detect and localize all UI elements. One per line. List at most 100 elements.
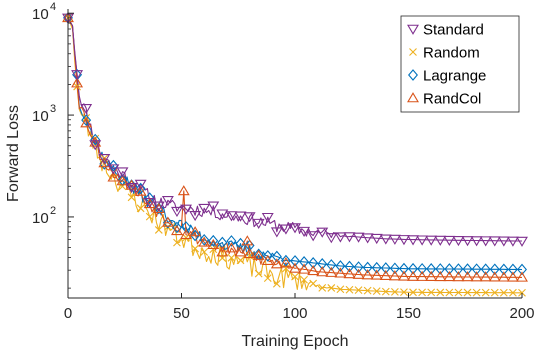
data-point-standard <box>216 209 229 220</box>
data-point-standard <box>71 70 84 81</box>
data-point-random-stroke-b <box>254 269 263 278</box>
data-point-standard <box>270 227 283 238</box>
data-point-randcol <box>177 185 190 196</box>
data-point-lagrange <box>244 239 255 252</box>
data-point-standard <box>370 233 383 245</box>
data-point-random <box>499 288 508 297</box>
data-point-random <box>118 182 127 191</box>
data-point-standard <box>352 232 365 243</box>
data-point-random-stroke-b <box>454 288 463 297</box>
data-point-standard <box>234 211 247 222</box>
data-point-randcol <box>89 136 102 147</box>
data-point-standard <box>388 234 401 245</box>
legend-label-standard: Standard <box>423 22 484 39</box>
data-point-lagrange <box>235 237 246 250</box>
data-point-standard <box>198 203 211 215</box>
data-point-random-stroke-b <box>182 233 190 242</box>
data-point-standard <box>461 236 474 247</box>
data-point-random <box>309 279 318 288</box>
data-point-standard <box>416 235 429 246</box>
data-point-random <box>427 288 436 297</box>
data-point-random-stroke-b <box>291 272 299 281</box>
x-tick-label: 50 <box>173 305 190 322</box>
data-point-lagrange <box>489 263 500 276</box>
data-point-standard <box>497 236 510 247</box>
data-point-randcol <box>216 246 229 257</box>
data-point-random <box>400 288 408 297</box>
legend: Standard Random Lagrange RandCol <box>400 15 520 113</box>
data-point-random-stroke-b <box>381 287 390 296</box>
data-point-standard <box>397 235 410 246</box>
data-point-standard <box>379 234 392 245</box>
data-point-randcol <box>270 258 283 269</box>
data-point-lagrange <box>326 259 337 271</box>
data-point-random <box>127 193 136 202</box>
data-point-standard <box>488 236 501 247</box>
data-point-randcol <box>189 226 202 237</box>
data-point-lagrange <box>280 254 291 267</box>
data-point-standard <box>361 233 374 244</box>
data-point-standard <box>479 236 492 247</box>
data-point-standard <box>407 235 420 246</box>
y-tick-label: 10 <box>32 108 49 125</box>
data-point-random-stroke-b <box>236 256 245 265</box>
data-point-lagrange <box>362 261 373 274</box>
data-point-lagrange <box>144 192 155 205</box>
data-point-random <box>282 264 290 273</box>
data-point-standard <box>252 218 265 229</box>
x-tick-label: 200 <box>509 305 534 322</box>
data-point-standard <box>298 226 311 237</box>
data-point-random <box>136 204 145 213</box>
data-point-lagrange <box>108 159 119 172</box>
data-point-randcol <box>225 242 238 253</box>
data-point-random-stroke-b <box>154 226 163 234</box>
data-point-randcol <box>134 185 147 196</box>
data-point-standard <box>452 236 465 247</box>
data-point-lagrange <box>181 221 192 233</box>
data-point-lagrange <box>426 263 437 275</box>
data-point-random <box>318 283 327 292</box>
legend-marker-random <box>409 48 417 56</box>
data-point-random <box>291 272 299 281</box>
data-point-standard <box>98 154 111 165</box>
data-point-randcol <box>407 270 420 281</box>
data-point-random-stroke-b <box>427 288 436 297</box>
plot-markers <box>62 12 528 297</box>
x-tick-label: 150 <box>396 305 421 322</box>
data-point-random-stroke-b <box>509 288 517 297</box>
data-point-randcol <box>343 268 356 279</box>
data-point-lagrange <box>353 261 364 273</box>
data-point-randcol <box>497 271 510 282</box>
data-point-lagrange <box>190 229 201 242</box>
data-point-randcol <box>234 246 247 257</box>
data-point-random <box>227 253 236 262</box>
data-point-random <box>454 288 463 297</box>
data-point-random-stroke-b <box>499 288 508 297</box>
data-point-lagrange <box>517 263 527 276</box>
data-point-lagrange <box>226 235 237 247</box>
data-point-lagrange <box>308 257 319 269</box>
data-point-random <box>209 245 218 254</box>
data-point-random-stroke-b <box>490 288 499 297</box>
data-point-lagrange <box>462 263 473 275</box>
data-point-random <box>409 288 417 297</box>
data-point-standard <box>152 201 165 212</box>
data-point-standard <box>470 236 483 247</box>
legend-box <box>400 15 520 113</box>
data-point-random-stroke-b <box>282 264 290 273</box>
data-point-lagrange <box>135 182 146 195</box>
data-point-standard <box>170 206 183 218</box>
data-point-lagrange <box>290 255 300 267</box>
data-point-randcol <box>470 271 483 282</box>
data-point-random <box>272 279 281 288</box>
data-point-random <box>463 288 472 297</box>
data-point-lagrange <box>271 250 282 263</box>
data-point-randcol <box>261 254 274 265</box>
data-point-random <box>363 286 372 295</box>
data-point-randcol <box>161 216 174 227</box>
data-point-standard <box>443 235 456 247</box>
data-point-random <box>445 288 454 297</box>
data-point-standard <box>189 210 202 222</box>
data-point-lagrange <box>398 262 409 275</box>
